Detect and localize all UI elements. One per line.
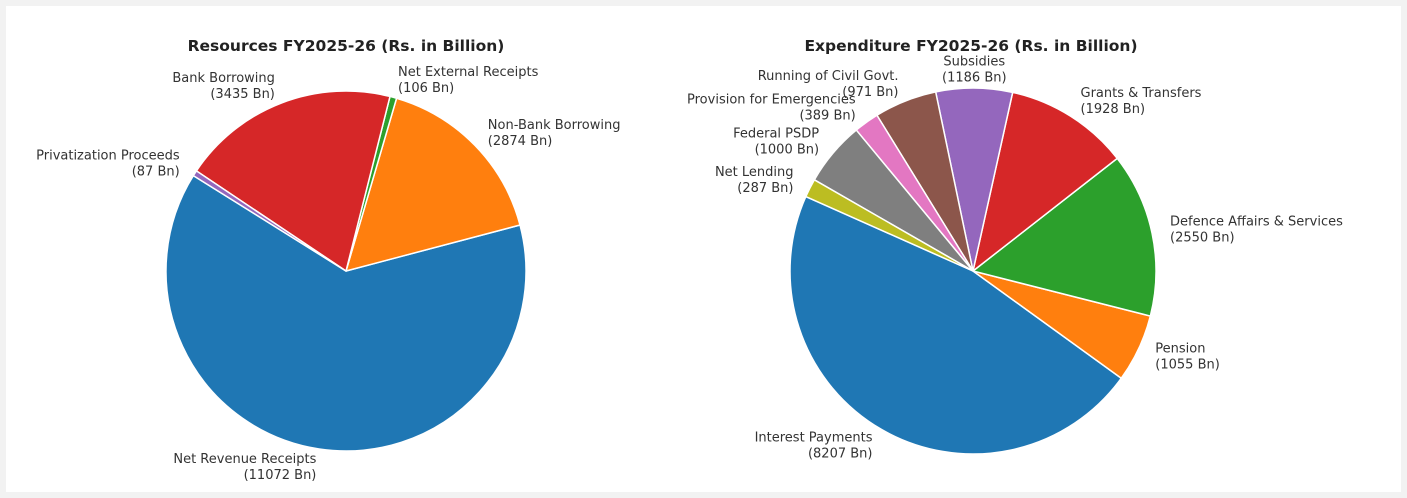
slice-label-non-bank-borrowing: Non-Bank Borrowing (2874 Bn) [488, 118, 621, 149]
expenditure-chart-title: Expenditure FY2025-26 (Rs. in Billion) [804, 37, 1137, 55]
slice-label-privatization-proceeds: Privatization Proceeds (87 Bn) [36, 149, 180, 180]
pie-slice-interest-payments [789, 195, 1123, 455]
resources-chart-title: Resources FY2025-26 (Rs. in Billion) [188, 37, 505, 55]
slice-label-running-of-civil-govt: Running of Civil Govt. (971 Bn) [758, 69, 899, 100]
slice-label-grants-and-transfers: Grants & Transfers (1928 Bn) [1081, 86, 1202, 117]
pie-slice-privatization-proceeds [192, 170, 347, 272]
pie-slice-non-bank-borrowing [345, 97, 521, 272]
slice-label-provision-for-emergencies: Provision for Emergencies (389 Bn) [687, 92, 856, 123]
pie-slice-net-lending [805, 179, 974, 272]
pie-slice-defence-affairs-and-services [972, 157, 1157, 317]
pie-slice-bank-borrowing [195, 90, 391, 272]
slice-label-interest-payments: Interest Payments (8207 Bn) [755, 430, 873, 461]
figure: Resources FY2025-26 (Rs. in Billion) Exp… [6, 6, 1401, 492]
pie-slice-grants-and-transfers [972, 91, 1118, 272]
slice-label-defence-affairs-and-services: Defence Affairs & Services (2550 Bn) [1170, 215, 1343, 246]
pie-slice-net-revenue-receipts [165, 174, 527, 452]
slice-label-pension: Pension (1055 Bn) [1155, 341, 1220, 372]
pie-charts-canvas: Resources FY2025-26 (Rs. in Billion) Exp… [36, 37, 1343, 483]
resources-pie: Net Revenue Receipts (11072 Bn) Non-Bank B… [36, 65, 620, 483]
expenditure-pie: Interest Payments (8207 Bn) Pension (1055 B… [687, 55, 1343, 462]
slice-label-subsidies: Subsidies (1186 Bn) [942, 55, 1007, 86]
slice-label-bank-borrowing: Bank Borrowing (3435 Bn) [172, 71, 275, 102]
slice-label-net-external-receipts: Net External Receipts (106 Bn) [398, 65, 539, 96]
slice-label-net-revenue-receipts: Net Revenue Receipts (11072 Bn) [173, 452, 316, 483]
slice-label-net-lending: Net Lending (287 Bn) [715, 165, 794, 196]
slice-label-federal-psdp: Federal PSDP (1000 Bn) [733, 126, 819, 157]
